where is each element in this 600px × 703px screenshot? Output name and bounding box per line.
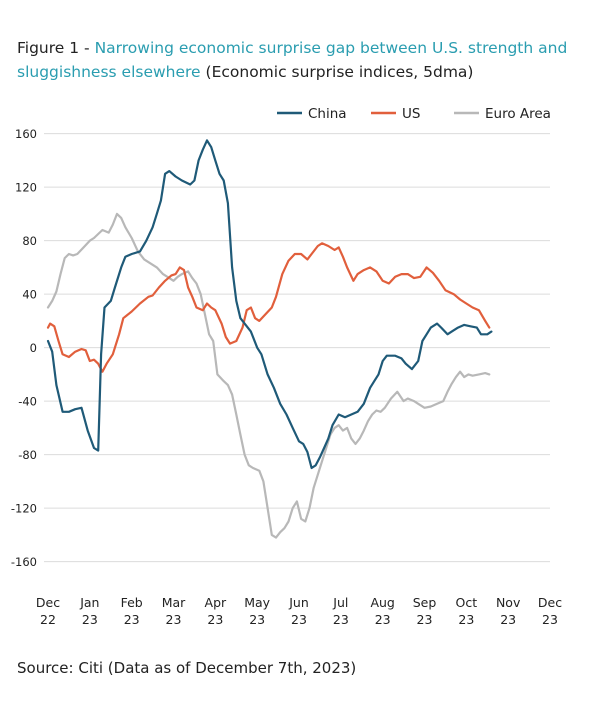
x-tick-label: Sep <box>413 595 437 610</box>
chart-title: Narrowing economic surprise gap between … <box>17 39 568 81</box>
legend-label-us: US <box>402 106 420 122</box>
x-tick-label: 22 <box>40 612 56 627</box>
y-tick-label: 160 <box>15 127 37 141</box>
x-tick-label: 23 <box>500 612 516 627</box>
x-tick-label: Feb <box>121 595 143 610</box>
x-tick-label: Dec <box>36 595 60 610</box>
source-note: Source: Citi (Data as of December 7th, 2… <box>17 659 357 677</box>
legend-label-china: China <box>308 106 347 122</box>
series-line-us <box>46 242 491 373</box>
chart-subtitle: (Economic surprise indices, 5dma) <box>205 63 474 81</box>
x-tick-label: 23 <box>458 612 474 627</box>
x-tick-label: 23 <box>375 612 391 627</box>
y-tick-label: 80 <box>22 234 37 248</box>
series-line-china <box>46 139 493 470</box>
x-tick-label: 23 <box>124 612 140 627</box>
x-tick-label: 23 <box>166 612 182 627</box>
y-tick-label: 0 <box>30 341 37 355</box>
x-tick-label: 23 <box>82 612 98 627</box>
x-tick-label: Aug <box>370 595 394 610</box>
x-tick-label: May <box>244 595 270 610</box>
x-tick-label: 23 <box>542 612 558 627</box>
legend-label-euro-area: Euro Area <box>485 106 551 122</box>
y-tick-label: -40 <box>18 395 37 409</box>
series-line-euro-area <box>46 212 491 539</box>
x-tick-label: Dec <box>538 595 562 610</box>
x-tick-label: Mar <box>162 595 186 610</box>
y-tick-label: -160 <box>11 555 37 569</box>
line-chart: 160 120 80 40 0 -40 -80 -120 -160 Dec 22 Jan 23 Feb 23… <box>11 106 562 627</box>
y-tick-label: 120 <box>15 181 37 195</box>
x-tick-label: 23 <box>333 612 349 627</box>
x-tick-label: Jun <box>288 595 309 610</box>
x-tick-label: 23 <box>291 612 307 627</box>
y-tick-label: -120 <box>11 502 37 516</box>
y-tick-label: 40 <box>22 288 37 302</box>
x-tick-label: Jan <box>79 595 99 610</box>
x-tick-label: 23 <box>417 612 433 627</box>
x-tick-label: Apr <box>205 595 227 610</box>
x-tick-label: Jul <box>332 595 348 610</box>
figure-title: Figure 1 - Narrowing economic surprise g… <box>17 36 587 84</box>
y-tick-label: -80 <box>18 448 37 462</box>
x-tick-label: Oct <box>456 595 478 610</box>
x-tick-label: 23 <box>249 612 265 627</box>
x-tick-label: Nov <box>496 595 521 610</box>
x-tick-label: 23 <box>207 612 223 627</box>
figure-label: Figure 1 - <box>17 39 90 57</box>
